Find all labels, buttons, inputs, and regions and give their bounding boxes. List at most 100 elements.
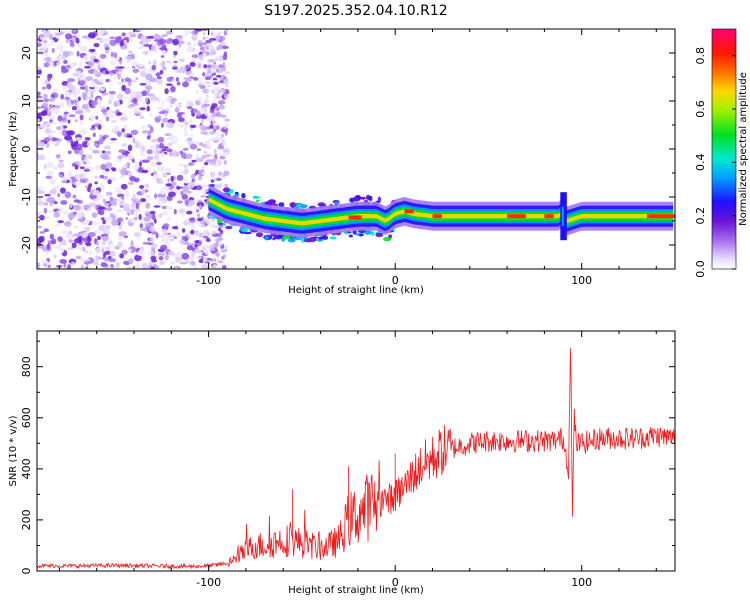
noise-blob [130, 209, 135, 216]
noise-blob [196, 213, 201, 218]
noise-blob [165, 206, 173, 211]
noise-blob [57, 220, 64, 224]
noise-blob [56, 45, 64, 50]
noise-blob [134, 208, 138, 214]
trace-blob [222, 187, 231, 193]
noise-blob [155, 144, 161, 150]
noise-blob [44, 202, 49, 206]
noise-blob [108, 99, 112, 105]
noise-blob [109, 71, 114, 76]
noise-blob [46, 243, 50, 250]
noise-blob [158, 213, 163, 219]
noise-blob [62, 120, 67, 124]
noise-blob [141, 262, 149, 269]
noise-blob [209, 171, 216, 178]
noise-blob [143, 39, 152, 43]
noise-blob [91, 221, 95, 225]
noise-blob [212, 223, 216, 226]
noise-blob [158, 111, 165, 114]
noise-blob [212, 258, 217, 263]
noise-blob [220, 74, 225, 77]
noise-blob [149, 226, 156, 233]
noise-blob [101, 153, 109, 160]
noise-blob [68, 230, 73, 235]
noise-blob [218, 66, 224, 73]
noise-blob [164, 254, 169, 261]
noise-blob [224, 29, 229, 32]
noise-blob [203, 245, 207, 248]
noise-blob [184, 199, 190, 206]
noise-blob [61, 176, 68, 182]
noise-blob [66, 130, 74, 136]
noise-blob [99, 87, 106, 92]
noise-blob [185, 29, 189, 34]
noise-blob [89, 127, 96, 131]
noise-blob [160, 211, 169, 216]
noise-blob [99, 174, 105, 179]
noise-blob [37, 106, 42, 109]
noise-blob [68, 114, 76, 118]
noise-blob [151, 64, 157, 71]
noise-blob [223, 30, 227, 36]
noise-blob [146, 105, 150, 112]
noise-blob [214, 148, 217, 154]
noise-blob [173, 209, 177, 215]
noise-blob [218, 227, 222, 232]
x-tick-label: -100 [196, 274, 221, 287]
noise-blob [195, 209, 200, 213]
noise-blob [194, 140, 200, 145]
noise-blob [215, 158, 219, 162]
noise-blob [109, 36, 116, 40]
noise-blob [116, 209, 122, 213]
noise-blob [44, 193, 51, 197]
noise-blob [220, 90, 225, 93]
noise-blob [219, 183, 223, 188]
noise-blob [220, 155, 227, 158]
noise-blob [202, 235, 209, 239]
noise-blob [105, 246, 111, 251]
noise-blob [73, 181, 82, 186]
noise-blob [48, 60, 54, 67]
noise-blob [89, 55, 94, 63]
noise-blob [117, 71, 124, 75]
noise-blob [161, 205, 167, 210]
noise-blob [166, 76, 173, 82]
noise-blob [209, 53, 213, 57]
noise-blob [209, 38, 217, 41]
noise-blob [117, 155, 123, 160]
noise-blob [161, 117, 169, 123]
noise-blob [170, 139, 178, 145]
noise-blob [181, 213, 185, 217]
noise-blob [206, 93, 209, 99]
noise-blob [206, 142, 211, 147]
noise-blob [164, 167, 172, 174]
noise-blob [224, 71, 230, 75]
noise-blob [80, 129, 88, 135]
noise-blob [43, 62, 50, 68]
noise-blob [94, 123, 100, 127]
noise-blob [132, 68, 140, 74]
trace-peak [404, 209, 414, 214]
noise-blob [116, 193, 125, 198]
noise-blob [137, 63, 144, 68]
noise-blob [125, 217, 129, 220]
noise-blob [149, 126, 154, 133]
noise-blob [111, 168, 117, 172]
noise-blob [49, 119, 53, 123]
noise-blob [110, 138, 117, 141]
noise-blob [43, 164, 47, 170]
noise-blob [212, 264, 219, 268]
noise-blob [202, 184, 209, 189]
noise-blob [127, 258, 134, 264]
noise-blob [198, 60, 204, 64]
noise-blob [214, 153, 218, 160]
noise-blob [45, 122, 53, 126]
noise-blob [218, 104, 225, 110]
noise-blob [83, 55, 88, 61]
noise-blob [143, 44, 152, 47]
noise-blob [116, 198, 123, 202]
noise-blob [175, 256, 183, 263]
noise-blob [58, 174, 63, 178]
noise-blob [217, 266, 223, 269]
noise-blob [222, 61, 226, 67]
